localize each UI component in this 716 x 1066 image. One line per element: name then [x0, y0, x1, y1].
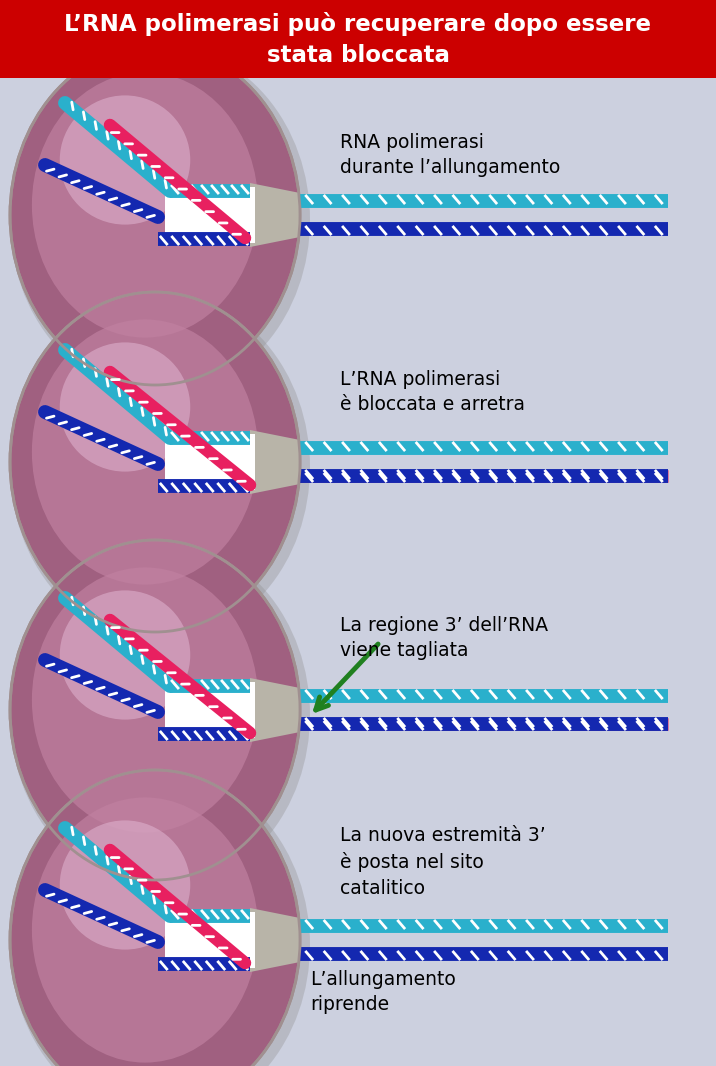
Polygon shape: [165, 187, 255, 243]
Text: La nuova estremità 3’
è posta nel sito
catalitico: La nuova estremità 3’ è posta nel sito c…: [340, 826, 546, 898]
Text: RNA polimerasi
durante l’allungamento: RNA polimerasi durante l’allungamento: [340, 132, 560, 177]
Text: stata bloccata: stata bloccata: [266, 45, 450, 67]
Ellipse shape: [32, 567, 258, 833]
Text: L’RNA polimerasi può recuperare dopo essere: L’RNA polimerasi può recuperare dopo ess…: [64, 12, 652, 36]
Text: L’RNA polimerasi
è bloccata e arretra: L’RNA polimerasi è bloccata e arretra: [340, 370, 525, 415]
Ellipse shape: [10, 292, 300, 632]
Polygon shape: [250, 678, 300, 742]
Ellipse shape: [32, 797, 258, 1063]
Ellipse shape: [59, 342, 190, 471]
Ellipse shape: [59, 821, 190, 950]
Ellipse shape: [32, 72, 258, 338]
Polygon shape: [250, 183, 300, 247]
Polygon shape: [250, 430, 300, 494]
Ellipse shape: [10, 45, 300, 385]
Ellipse shape: [59, 591, 190, 720]
Ellipse shape: [10, 540, 300, 881]
Ellipse shape: [32, 320, 258, 584]
Ellipse shape: [10, 45, 310, 395]
Ellipse shape: [59, 95, 190, 225]
Ellipse shape: [10, 540, 310, 890]
Bar: [0, 0, 716, 78]
Polygon shape: [165, 682, 255, 738]
Text: La regione 3’ dell’RNA
viene tagliata: La regione 3’ dell’RNA viene tagliata: [340, 616, 548, 660]
Text: L’allungamento
riprende: L’allungamento riprende: [310, 970, 456, 1015]
Polygon shape: [250, 908, 300, 972]
Ellipse shape: [10, 770, 310, 1066]
Polygon shape: [165, 912, 255, 968]
Ellipse shape: [10, 292, 310, 642]
Ellipse shape: [10, 770, 300, 1066]
Polygon shape: [165, 434, 255, 490]
